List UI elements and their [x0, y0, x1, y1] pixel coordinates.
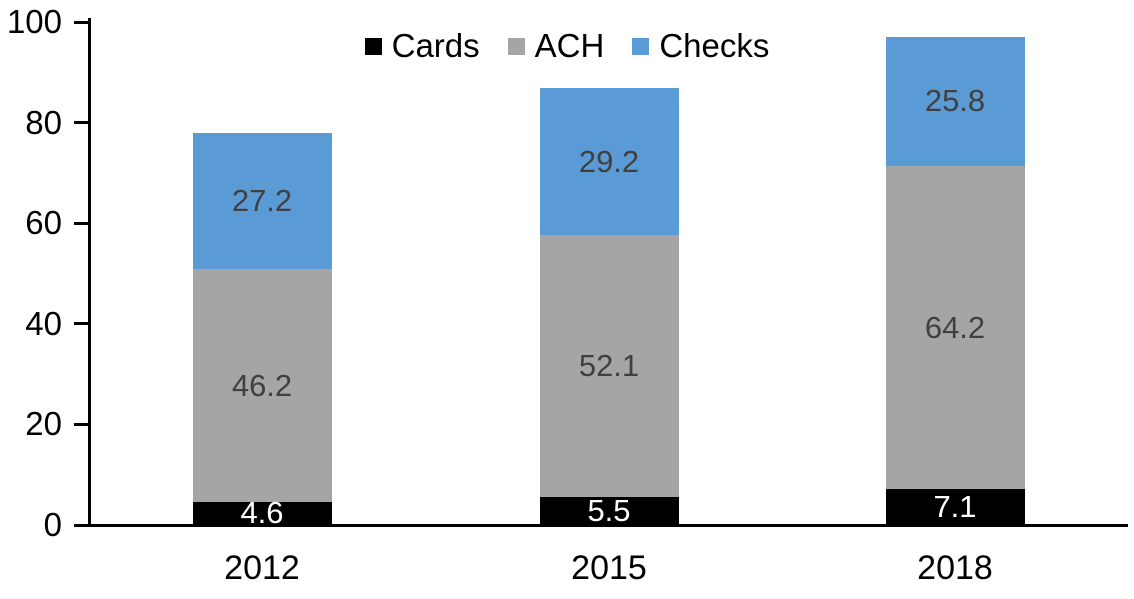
legend-item-cards: Cards [364, 27, 480, 64]
legend-swatch-cards [364, 37, 382, 55]
bar-value-label: 25.8 [924, 83, 986, 119]
legend-item-checks: Checks [632, 28, 769, 64]
y-axis-tick-label: 100 [6, 3, 62, 40]
x-category-label: 2015 [571, 549, 647, 587]
legend-swatch-checks [632, 37, 650, 55]
y-axis-tick [73, 523, 88, 527]
y-axis-tick [73, 121, 88, 125]
y-axis [87, 18, 91, 527]
bar-value-label: 46.2 [231, 367, 293, 403]
x-category-label: 2012 [224, 549, 300, 587]
bar-segment-cards-2012 [192, 501, 332, 525]
bar-value-label: 7.1 [933, 489, 977, 525]
bar-segment-checks-2015 [539, 88, 679, 236]
bar-value-label: 64.2 [924, 309, 986, 345]
bar-value-label: 29.2 [578, 143, 640, 179]
y-axis-tick-label: 0 [43, 506, 62, 543]
legend-label-checks: Checks [659, 27, 770, 64]
x-category-label: 2018 [917, 549, 993, 587]
bar-value-label: 27.2 [231, 183, 293, 219]
legend-item-ach: ACH [507, 27, 605, 64]
bar-segment-ach-2015 [539, 235, 679, 498]
y-axis-tick-label: 40 [25, 304, 62, 342]
bar-segment-checks-2012 [192, 132, 332, 270]
bar-value-label: 5.5 [587, 493, 631, 529]
y-axis-tick [73, 20, 88, 24]
chart-legend: Cards ACH Checks [0, 28, 1134, 64]
y-axis-tick-label: 60 [25, 204, 62, 242]
bar-segment-cards-2018 [885, 489, 1025, 525]
bar-value-label: 4.6 [240, 495, 284, 531]
y-axis-tick-label: 80 [25, 103, 62, 141]
y-axis-tick [73, 422, 88, 426]
y-axis-tick [73, 221, 88, 225]
bar-segment-ach-2012 [192, 269, 332, 502]
legend-label-cards: Cards [391, 27, 480, 64]
bar-segment-ach-2018 [885, 166, 1025, 490]
legend-swatch-ach [507, 37, 525, 55]
bar-segment-cards-2015 [539, 497, 679, 525]
x-axis [87, 523, 1128, 527]
legend-label-ach: ACH [534, 27, 605, 64]
y-axis-tick-label: 20 [25, 405, 62, 443]
bar-value-label: 52.1 [578, 348, 640, 384]
y-axis-tick [73, 322, 88, 326]
bar-segment-checks-2018 [885, 36, 1025, 167]
